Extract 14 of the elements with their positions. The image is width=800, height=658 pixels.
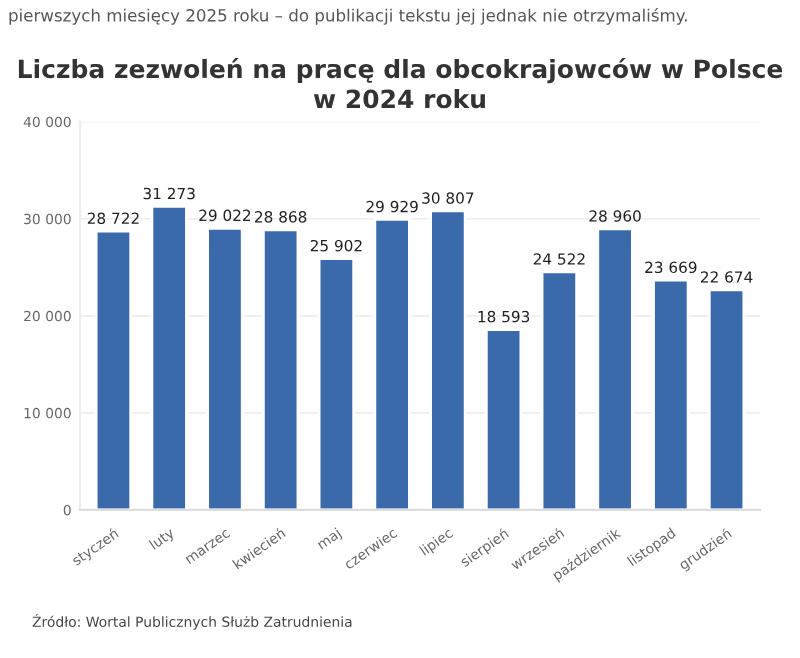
bar	[206, 226, 244, 510]
bar	[484, 328, 523, 510]
bar	[707, 288, 746, 510]
bar	[261, 228, 300, 510]
bar	[373, 218, 411, 510]
text: pierwszych miesięcy 2025 roku – do publikacji tekstu jej jednak nie otrzymaliśmy.	[9, 8, 687, 25]
bar	[540, 270, 579, 510]
bar	[94, 229, 133, 510]
bar	[429, 209, 467, 510]
bar	[596, 227, 634, 510]
bar	[652, 278, 690, 510]
bar	[317, 257, 356, 510]
chart-title: Liczba zezwoleń na pracę dla obcokrajowców w Polsce w 2024 roku	[18, 57, 783, 109]
bar	[150, 205, 188, 510]
